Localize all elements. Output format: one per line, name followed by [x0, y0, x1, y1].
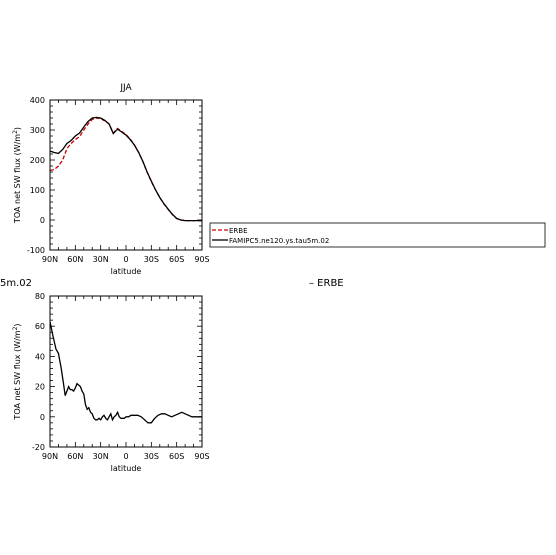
y-tick-label: 400: [30, 96, 45, 105]
x-tick-label: 60S: [169, 452, 184, 461]
y-tick-label: 80: [35, 292, 45, 301]
x-tick-label: 90S: [194, 452, 209, 461]
x-axis-label: latitude: [111, 464, 142, 473]
series-line-erbe: [50, 117, 202, 222]
jja-panel: 90N 60N 30N 0 30S 60S 90S -100 0 100 200 300 400 lati…: [12, 83, 210, 276]
legend-entry: FAMIPC5.ne120.ys.tau5m.02: [229, 237, 329, 245]
y-tick-label: -100: [27, 246, 45, 255]
x-tick-label: 90N: [42, 255, 58, 264]
legend-box: [209, 222, 546, 248]
series-line-difference: [50, 321, 202, 424]
x-tick-label: 0: [123, 255, 128, 264]
x-tick-label: 30S: [144, 255, 159, 264]
x-tick-label: 30S: [144, 452, 159, 461]
y-tick-label: 20: [35, 383, 45, 392]
x-tick-label: 60N: [67, 255, 83, 264]
x-tick-label: 30N: [93, 452, 109, 461]
y-tick-label: 200: [30, 156, 45, 165]
y-tick-label: -20: [32, 443, 45, 452]
y-tick-label: 300: [30, 126, 45, 135]
x-axis-label: latitude: [111, 267, 142, 276]
y-tick-label: 0: [40, 413, 45, 422]
y-tick-label: 40: [35, 352, 45, 361]
panel2-title-right: – ERBE: [309, 278, 344, 289]
y-tick-label: 60: [35, 322, 45, 331]
plot-frame: [49, 99, 203, 251]
x-tick-label: 60N: [67, 452, 83, 461]
y-axis-label: TOA net SW flux (W/m2): [12, 323, 22, 420]
plot-frame: [49, 295, 203, 448]
x-tick-label: 60S: [169, 255, 184, 264]
x-tick-label: 90S: [194, 255, 209, 264]
chart-title: JJA: [119, 83, 132, 93]
x-tick-label: 0: [123, 452, 128, 461]
difference-panel: 90N 60N 30N 0 30S 60S 90S -20 0 20 40 60 80 latitude T…: [12, 292, 210, 473]
panel2-title-fragment: 5m.02: [0, 278, 32, 289]
y-tick-label: 0: [40, 216, 45, 225]
y-tick-label: 100: [30, 186, 45, 195]
x-tick-label: 90N: [42, 452, 58, 461]
legend: ERBE FAMIPC5.ne120.ys.tau5m.02: [209, 222, 546, 248]
x-tick-label: 30N: [93, 255, 109, 264]
y-axis-label: TOA net SW flux (W/m2): [12, 127, 22, 224]
series-line-famipc5-ne120-ys-tau5m-02: [50, 116, 202, 222]
legend-entry: ERBE: [229, 227, 248, 235]
